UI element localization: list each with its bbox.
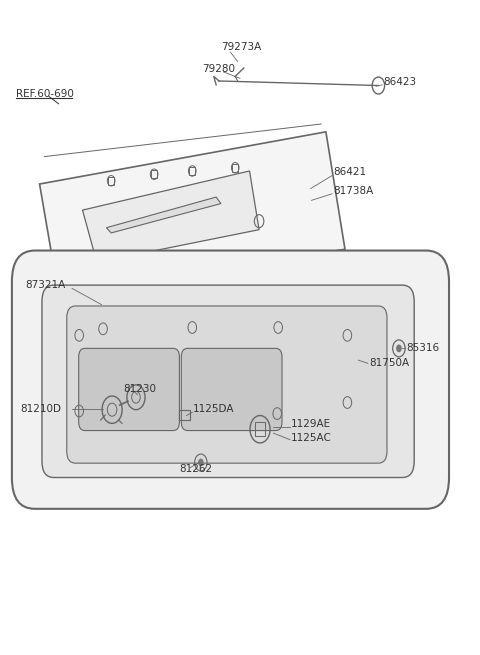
Polygon shape: [39, 132, 345, 295]
Text: 81738A: 81738A: [333, 185, 373, 196]
Polygon shape: [83, 171, 259, 262]
Text: 79280: 79280: [202, 64, 235, 73]
Circle shape: [198, 458, 204, 466]
Bar: [179, 409, 190, 420]
Text: REF.60-690: REF.60-690: [16, 89, 73, 99]
FancyBboxPatch shape: [79, 348, 180, 430]
Bar: [232, 164, 238, 172]
Text: 81210D: 81210D: [21, 404, 61, 414]
Text: 81230: 81230: [123, 384, 156, 394]
Text: 85316: 85316: [406, 343, 439, 353]
Polygon shape: [107, 197, 221, 233]
Text: 1125DA: 1125DA: [193, 404, 235, 414]
Text: 1129AE: 1129AE: [291, 419, 331, 429]
Text: 79273A: 79273A: [221, 42, 261, 52]
Bar: [190, 167, 195, 175]
Bar: [151, 170, 157, 178]
Text: 87321A: 87321A: [25, 280, 65, 290]
FancyBboxPatch shape: [181, 348, 282, 430]
FancyBboxPatch shape: [12, 251, 449, 509]
Text: 1125AC: 1125AC: [291, 434, 332, 443]
Text: 86421: 86421: [333, 167, 366, 178]
Text: 81750A: 81750A: [369, 358, 409, 368]
Text: 86423: 86423: [383, 77, 416, 86]
Circle shape: [396, 345, 402, 352]
Bar: [108, 177, 114, 185]
FancyBboxPatch shape: [42, 285, 414, 477]
Text: 81262: 81262: [180, 464, 213, 474]
FancyBboxPatch shape: [67, 306, 387, 463]
Bar: [255, 422, 265, 436]
